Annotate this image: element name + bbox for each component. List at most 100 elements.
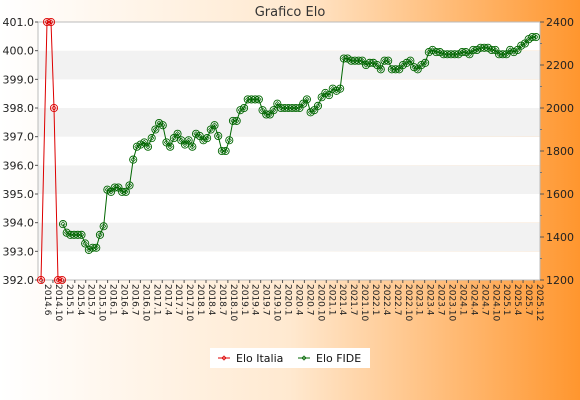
data-point-marker: [381, 58, 388, 64]
data-point-marker: [141, 139, 147, 146]
data-point-marker: [470, 47, 476, 53]
data-point-marker: [252, 96, 258, 103]
data-point: [129, 155, 138, 164]
data-point-marker: [137, 141, 144, 148]
data-point-marker: [245, 96, 251, 103]
y-right-tick-label: 1600: [546, 188, 574, 201]
data-point-marker: [474, 47, 480, 53]
data-point-marker: [211, 122, 218, 128]
data-point-marker: [278, 105, 284, 111]
legend: Elo Italia Elo FIDE: [210, 348, 370, 368]
data-point-marker: [270, 107, 277, 113]
data-point-marker: [282, 105, 288, 111]
data-point-marker: [352, 58, 358, 64]
data-point: [147, 134, 156, 143]
x-tick-label: 2018.1: [195, 284, 205, 316]
data-point: [450, 50, 459, 59]
y-left-tick-label: 394.0: [3, 217, 35, 230]
plot-band: [38, 22, 540, 51]
data-point-marker: [341, 55, 347, 62]
data-point-marker: [182, 141, 188, 148]
data-point-marker: [429, 47, 436, 53]
data-point: [125, 181, 134, 190]
data-point-marker: [226, 137, 232, 143]
x-tick-label: 2025.1: [501, 284, 511, 316]
x-tick-label: 2023.1: [414, 284, 424, 316]
x-tick-label: 2018.7: [217, 284, 227, 316]
legend-entry-elo-italia: Elo Italia: [218, 352, 283, 365]
data-point-marker: [259, 107, 266, 113]
x-tick-label: 2015.4: [75, 284, 85, 316]
legend-swatch-marker: [301, 355, 307, 361]
data-point-marker: [75, 232, 81, 238]
legend-entry-elo-fide: Elo FIDE: [298, 352, 361, 365]
data-point-marker: [108, 189, 114, 195]
data-point-marker: [333, 88, 340, 94]
data-point-marker: [525, 36, 532, 42]
data-point-marker: [97, 232, 103, 238]
data-point-marker: [174, 131, 181, 137]
y-left-tick-label: 398.0: [3, 102, 35, 115]
y-right-tick-label: 2400: [546, 16, 574, 29]
data-point: [36, 275, 46, 285]
data-point-marker: [322, 90, 329, 96]
x-tick-label: 2019.10: [272, 284, 282, 321]
data-point-marker: [197, 133, 203, 139]
data-point: [92, 243, 101, 252]
data-point-marker: [459, 49, 465, 55]
data-point: [339, 54, 348, 63]
data-point: [528, 33, 537, 42]
data-point-marker: [204, 135, 210, 141]
data-point: [81, 239, 90, 248]
plot-band: [38, 79, 540, 108]
x-tick-label: 2016.1: [108, 284, 118, 316]
data-point: [487, 45, 496, 55]
series-layer: [36, 17, 541, 285]
x-tick-label: 2021.4: [337, 284, 347, 316]
data-point-marker: [48, 19, 54, 25]
data-point: [384, 56, 393, 65]
data-point-marker: [452, 51, 458, 57]
data-point-marker: [230, 118, 236, 124]
x-tick-label: 2015.1: [64, 284, 74, 316]
data-point-marker: [304, 96, 310, 103]
data-point-marker: [241, 105, 247, 111]
data-point-marker: [415, 66, 421, 72]
data-point-marker: [348, 58, 354, 64]
data-point-marker: [156, 120, 162, 126]
data-point-marker: [256, 96, 262, 103]
plot-band: [38, 222, 540, 252]
data-point-marker: [463, 49, 469, 55]
data-point: [166, 142, 175, 151]
x-tick-label: 2025.4: [512, 284, 522, 316]
data-point-marker: [507, 47, 513, 53]
plot-band: [38, 136, 540, 166]
data-point-marker: [374, 62, 380, 68]
data-point: [391, 65, 400, 74]
data-point-marker: [185, 137, 192, 143]
data-point-marker: [267, 111, 273, 118]
data-point: [110, 183, 119, 192]
x-tick-label: 2024.4: [468, 284, 478, 316]
data-point-marker: [67, 232, 74, 238]
data-point-marker: [152, 126, 159, 133]
data-point: [214, 131, 223, 140]
data-point-marker: [407, 58, 414, 64]
x-tick-label: 2017.10: [184, 284, 194, 321]
data-point-marker: [344, 55, 351, 62]
x-tick-label: 2019.4: [250, 284, 260, 316]
data-point: [46, 17, 56, 27]
axes: 392.0 393.0 394.0 395.0 396.0 397.0 398.0 399.0…: [3, 16, 575, 321]
data-point-marker: [300, 101, 306, 107]
data-point-marker: [326, 92, 332, 98]
data-point: [42, 17, 52, 27]
data-point-marker: [418, 62, 425, 68]
data-point: [221, 146, 230, 156]
data-point: [184, 136, 193, 145]
data-point-marker: [93, 245, 99, 251]
data-point-marker: [367, 60, 373, 66]
data-point-marker: [112, 184, 118, 191]
y-left-tick-label: 396.0: [3, 159, 35, 172]
plot-band: [38, 251, 540, 280]
